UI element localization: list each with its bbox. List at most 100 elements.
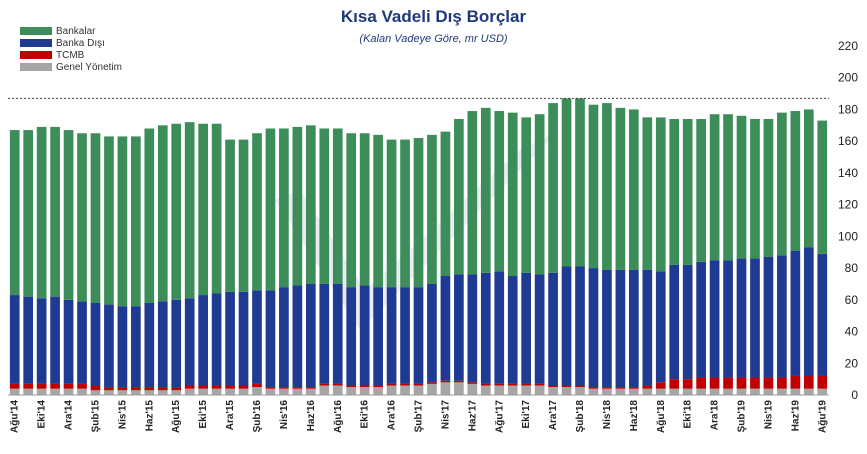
bar-segment (279, 388, 289, 395)
bar-segment (63, 130, 74, 300)
bar-segment (736, 258, 747, 378)
bar-segment (184, 298, 195, 386)
bar-segment (561, 98, 572, 267)
bar-segment (467, 382, 478, 384)
bar-segment (77, 383, 87, 389)
bar-segment (77, 301, 87, 384)
bar-segment (319, 383, 330, 386)
bar-segment (305, 388, 316, 395)
bar-segment (9, 295, 20, 384)
bar-segment (400, 287, 410, 384)
bar-segment (575, 387, 585, 395)
bar-segment (279, 128, 289, 288)
bar-segment (225, 291, 235, 386)
bar-segment (117, 306, 128, 388)
bar-segment (36, 126, 47, 299)
bar-segment (561, 387, 572, 395)
bar-segment (184, 388, 195, 395)
y-tick-label: 40 (845, 325, 859, 339)
bar-segment (588, 387, 599, 389)
bar-segment (763, 256, 774, 378)
x-tick-label: Haz'18 (629, 400, 640, 432)
bar-segment (90, 390, 101, 395)
x-tick-label: Ağu'15 (171, 400, 182, 433)
bar-segment (602, 269, 612, 388)
x-tick-label: Şub'17 (414, 400, 425, 433)
bar-segment (413, 383, 424, 386)
bar-segment (9, 130, 20, 296)
x-tick-label: Ara'17 (548, 400, 559, 431)
bar-segment (642, 388, 653, 395)
bar-segment (548, 103, 558, 273)
y-tick-label: 180 (838, 102, 858, 116)
bar-segment (63, 383, 74, 389)
bar-segment (480, 107, 491, 273)
bar-segment (23, 130, 34, 297)
bar-segment (615, 269, 626, 388)
bar-segment (588, 268, 599, 388)
bar-segment (427, 383, 437, 395)
bar-segment (171, 387, 182, 391)
bar-segment (144, 302, 155, 388)
legend-item: Genel Yönetim (20, 61, 122, 73)
bar-segment (211, 293, 222, 386)
bar-segment (534, 274, 545, 384)
bar-segment (77, 388, 87, 395)
bar-segment (36, 388, 47, 395)
bar-segment (803, 247, 814, 376)
bar-segment (211, 385, 222, 389)
bar-segment (723, 260, 733, 378)
x-tick-label: Ağu'16 (333, 400, 344, 433)
x-tick-label: Ara'15 (225, 400, 236, 431)
bar-segment (602, 388, 612, 395)
bar-segment (346, 287, 357, 386)
bar-segment (521, 385, 532, 395)
y-tick-label: 80 (845, 261, 859, 275)
bar-segment (104, 387, 114, 391)
bar-segment (171, 123, 182, 300)
bar-segment (23, 388, 34, 395)
bar-segment (238, 291, 249, 386)
x-tick-label: Nis'18 (602, 400, 613, 430)
bar-segment (157, 390, 168, 395)
bar-segment (238, 139, 249, 292)
bar-segment (440, 131, 451, 277)
bar-segment (736, 388, 747, 395)
chart-subtitle: (Kalan Vadeye Göre, mr USD) (359, 33, 508, 45)
bar-segment (629, 109, 639, 270)
bar-segment (534, 114, 545, 275)
legend-item: Bankalar (20, 25, 122, 37)
bar-segment (332, 383, 343, 386)
bar-segment (454, 118, 464, 275)
bar-segment (265, 128, 276, 291)
bar-segment (561, 385, 572, 388)
bar-segment (211, 388, 222, 395)
bar-segment (629, 388, 639, 395)
bar-segment (413, 287, 424, 384)
x-tick-label: Ara'18 (710, 400, 721, 431)
legend-label: Bankalar (56, 25, 96, 37)
x-tick-label: Eki'14 (37, 400, 48, 429)
bar-segment (696, 377, 706, 389)
bar-segment (131, 136, 141, 307)
x-tick-label: Nis'16 (279, 400, 290, 430)
bars-group (9, 98, 828, 395)
bar-segment (655, 388, 666, 395)
bar-segment (413, 385, 424, 395)
bar-segment (400, 139, 410, 288)
bar-segment (265, 388, 276, 395)
bar-segment (790, 250, 801, 376)
y-tick-label: 100 (838, 229, 858, 243)
bar-segment (373, 134, 383, 288)
bar-segment (50, 126, 60, 297)
bar-segment (709, 260, 720, 378)
bar-segment (292, 285, 303, 388)
legend: Bankalar Banka Dışı TCMB Genel Yönetim (20, 25, 122, 73)
bar-segment (346, 387, 357, 395)
x-tick-label: Şub'18 (575, 400, 586, 433)
bar-segment (736, 377, 747, 389)
bar-segment (669, 379, 680, 389)
x-tick-label: Ara'16 (387, 400, 398, 431)
bar-segment (50, 383, 60, 389)
